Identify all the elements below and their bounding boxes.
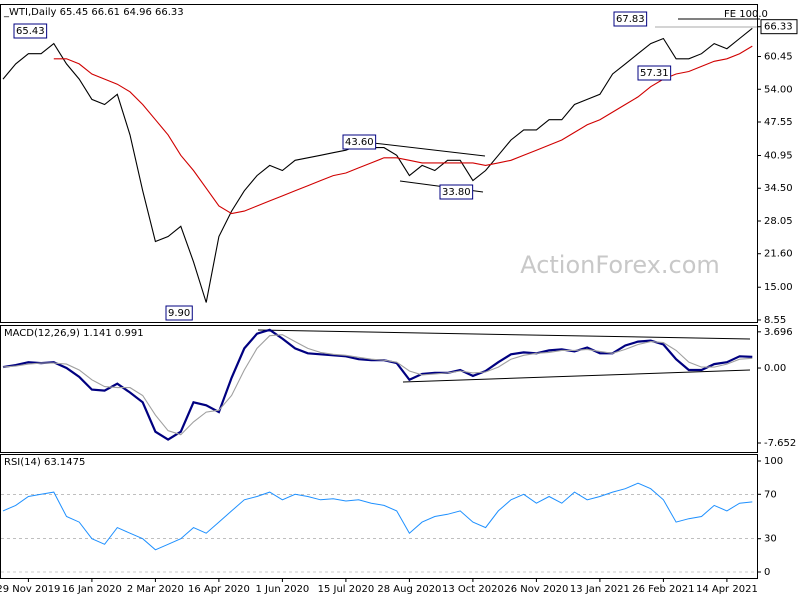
annotation: FE 100.0 xyxy=(724,9,768,20)
y-tick-label: 100 xyxy=(764,456,783,467)
annotation-box xyxy=(613,11,648,27)
y-tick-label: 70 xyxy=(764,489,777,500)
y-tick-label: -7.652 xyxy=(764,438,796,449)
annotation: 9.90 xyxy=(168,308,190,319)
y-tick-label: 8.55 xyxy=(764,315,786,326)
y-tick-label: 0.00 xyxy=(764,363,786,374)
series-line xyxy=(53,45,753,215)
series-line xyxy=(2,482,753,551)
x-tick-label: 14 Apr 2021 xyxy=(696,584,758,595)
y-tick-label: 40.95 xyxy=(764,151,793,162)
x-tick-label: 26 Feb 2021 xyxy=(632,584,694,595)
x-tick-label: 16 Apr 2020 xyxy=(188,584,250,595)
y-tick-label: 47.55 xyxy=(764,117,793,128)
x-tick-label: 15 Jul 2020 xyxy=(318,584,375,595)
y-tick-label: 66.33 xyxy=(764,22,793,33)
watermark: ActionForex.com xyxy=(520,251,720,279)
annotation: 67.83 xyxy=(616,14,645,25)
annotation-box xyxy=(439,184,474,200)
y-tick-label: 28.05 xyxy=(764,216,793,227)
x-tick-label: 16 Jan 2020 xyxy=(62,584,122,595)
panel-title: RSI(14) 63.1475 xyxy=(4,457,85,468)
x-tick-label: 26 Nov 2020 xyxy=(504,584,568,595)
y-tick-label: 54.00 xyxy=(764,84,793,95)
trend-line xyxy=(257,329,751,340)
y-tick-label: 21.60 xyxy=(764,249,793,260)
series-line xyxy=(2,334,753,436)
x-tick-label: 13 Jan 2021 xyxy=(570,584,630,595)
x-tick-label: 2 Mar 2020 xyxy=(127,584,184,595)
annotation-box xyxy=(13,23,48,39)
x-tick-label: 28 Aug 2020 xyxy=(377,584,441,595)
price-panel xyxy=(0,4,758,323)
annotation: 65.43 xyxy=(16,26,45,37)
macd-panel xyxy=(0,325,758,453)
y-tick-label: 15.00 xyxy=(764,282,793,293)
x-tick-label: 29 Nov 2019 xyxy=(0,584,60,595)
panel-title: MACD(12,26,9) 1.141 0.991 xyxy=(4,328,144,339)
y-tick-label: 60.45 xyxy=(764,52,793,63)
rsi-panel xyxy=(0,454,758,579)
trend-line xyxy=(402,369,751,383)
trend-line xyxy=(372,142,486,157)
annotation-box xyxy=(165,305,193,321)
annotation-box xyxy=(342,134,377,150)
annotation: 43.60 xyxy=(345,137,374,148)
panel-title: _WTI,Daily 65.45 66.61 64.96 66.33 xyxy=(3,7,184,18)
series-line xyxy=(2,27,753,303)
x-tick-label: 1 Jun 2020 xyxy=(256,584,310,595)
y-tick-label: 30 xyxy=(764,534,777,545)
annotation: 57.31 xyxy=(640,68,669,79)
annotation: 33.80 xyxy=(442,187,471,198)
x-tick-label: 13 Oct 2020 xyxy=(442,584,504,595)
annotation-box xyxy=(637,65,672,81)
y-tick-label: 0 xyxy=(764,567,770,578)
y-tick-label: 34.50 xyxy=(764,183,793,194)
y-tick-label: 3.696 xyxy=(764,327,793,338)
